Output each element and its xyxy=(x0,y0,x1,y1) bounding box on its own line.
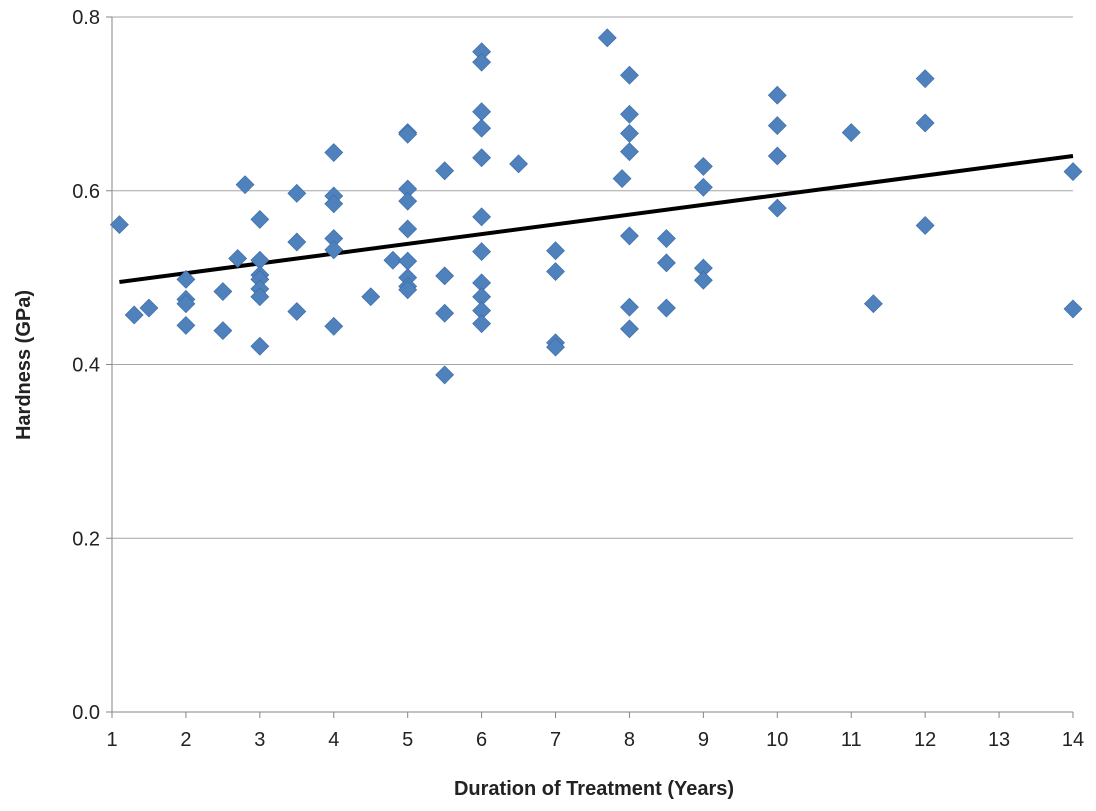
data-point xyxy=(656,298,676,318)
data-point xyxy=(597,28,617,48)
data-point xyxy=(620,297,639,317)
tick-labels: 0.00.20.40.60.81 2 3 4 5 6 7 8 9 10 11 12 13 14 xyxy=(72,7,1084,751)
y-tick-label: 0.0 xyxy=(72,702,100,724)
data-point xyxy=(546,241,565,261)
x-tick-label: 1 xyxy=(106,729,117,751)
data-point xyxy=(435,365,455,385)
data-point xyxy=(250,209,270,229)
data-point xyxy=(863,294,883,314)
data-point xyxy=(656,229,676,248)
x-tick-label: 7 xyxy=(550,729,561,751)
data-point xyxy=(472,52,492,72)
data-points xyxy=(109,28,1083,385)
data-point xyxy=(176,315,196,335)
data-point xyxy=(398,219,418,239)
data-point xyxy=(235,175,255,195)
y-tick-label: 0.8 xyxy=(72,7,100,29)
data-point xyxy=(472,314,492,334)
data-point xyxy=(612,169,632,189)
data-point xyxy=(915,69,935,89)
data-point xyxy=(287,232,307,252)
data-point xyxy=(915,113,935,133)
data-point xyxy=(693,270,713,290)
data-point xyxy=(398,124,418,144)
data-point xyxy=(915,216,935,235)
data-point xyxy=(109,215,129,235)
data-point xyxy=(546,337,565,357)
x-tick-label: 10 xyxy=(766,729,788,751)
data-point xyxy=(361,287,381,307)
data-point xyxy=(509,154,529,174)
gridlines xyxy=(112,16,1073,539)
data-point xyxy=(213,282,233,301)
x-tick-label: 4 xyxy=(328,729,339,751)
trendline-group xyxy=(119,154,1074,284)
data-point xyxy=(213,321,233,341)
data-point xyxy=(1063,299,1083,319)
x-tick-label: 13 xyxy=(988,729,1010,751)
data-point xyxy=(324,316,344,336)
data-point xyxy=(767,85,787,105)
data-point xyxy=(620,142,639,162)
data-point xyxy=(398,191,418,211)
data-point xyxy=(324,240,344,260)
x-tick-label: 12 xyxy=(914,729,936,751)
x-tick-label: 11 xyxy=(841,729,862,751)
data-point xyxy=(620,123,639,143)
data-point xyxy=(656,253,676,273)
x-tick-label: 8 xyxy=(624,729,635,751)
data-point xyxy=(1063,162,1083,182)
data-point xyxy=(767,198,787,218)
data-point xyxy=(287,183,307,203)
x-tick-label: 14 xyxy=(1062,729,1084,751)
data-point xyxy=(620,65,639,85)
data-point xyxy=(841,123,861,142)
data-point xyxy=(435,161,455,181)
data-point xyxy=(435,303,455,323)
data-point xyxy=(324,194,344,214)
y-tick-label: 0.2 xyxy=(72,528,100,550)
data-point xyxy=(472,102,492,122)
data-point xyxy=(767,116,787,136)
data-point xyxy=(472,242,492,261)
data-point xyxy=(546,262,565,281)
trendline xyxy=(119,154,1074,284)
data-point xyxy=(287,302,307,321)
x-tick-label: 3 xyxy=(254,729,265,751)
x-axis-title: Duration of Treatment (Years) xyxy=(454,778,734,800)
data-point xyxy=(472,148,492,168)
data-point xyxy=(176,294,196,314)
data-point xyxy=(250,336,270,356)
x-tick-label: 5 xyxy=(402,729,413,751)
data-point xyxy=(767,146,787,166)
data-point xyxy=(124,305,144,325)
data-point xyxy=(693,157,713,176)
data-point xyxy=(324,143,344,162)
data-point xyxy=(472,207,492,227)
axes xyxy=(106,16,1074,718)
data-point xyxy=(620,319,639,339)
x-tick-label: 6 xyxy=(476,729,487,751)
data-point xyxy=(176,269,196,289)
x-tick-label: 9 xyxy=(698,729,709,751)
data-point xyxy=(398,280,418,300)
data-point xyxy=(139,298,159,318)
y-tick-label: 0.6 xyxy=(72,181,100,203)
data-point xyxy=(693,177,713,197)
data-point xyxy=(383,250,403,270)
data-point xyxy=(398,251,418,271)
x-tick-label: 2 xyxy=(180,729,191,751)
data-point xyxy=(620,226,639,246)
y-axis-title: Hardness (GPa) xyxy=(13,290,35,440)
data-point xyxy=(228,249,248,268)
data-point xyxy=(472,118,492,138)
data-point xyxy=(620,104,639,124)
data-point xyxy=(435,266,455,286)
y-tick-label: 0.4 xyxy=(72,355,100,377)
data-point xyxy=(250,287,270,307)
